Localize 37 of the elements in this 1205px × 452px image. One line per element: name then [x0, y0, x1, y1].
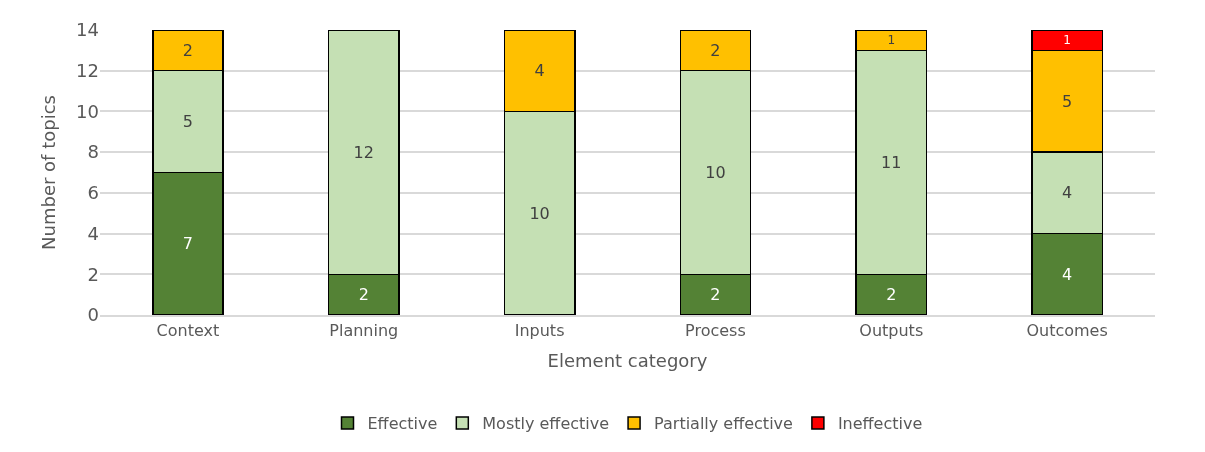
data-label: 2	[358, 285, 369, 305]
data-label: 10	[529, 203, 550, 223]
y-tick-label: 0	[87, 304, 99, 326]
data-label: 1	[1063, 33, 1071, 48]
data-label: 4	[1061, 264, 1073, 284]
y-tick-label: 4	[87, 222, 99, 244]
legend-label: Ineffective	[837, 414, 923, 434]
data-label: 1	[887, 33, 896, 48]
data-label: 2	[182, 40, 194, 60]
data-label: 4	[1061, 183, 1073, 203]
data-label: 5	[1061, 91, 1073, 111]
data-label: 2	[886, 285, 897, 305]
x-tick-label: Planning	[329, 321, 399, 341]
data-label: 5	[182, 112, 194, 132]
data-label: 11	[881, 152, 902, 172]
x-tick-label: Process	[685, 321, 746, 341]
data-label: 2	[710, 285, 721, 305]
y-tick-label: 6	[87, 182, 99, 204]
y-tick-label: 14	[76, 19, 99, 41]
x-tick-label: Context	[156, 321, 220, 341]
y-axis-title: Number of topics	[38, 95, 60, 250]
x-tick-label: Inputs	[514, 321, 565, 341]
x-tick-label: Outputs	[859, 321, 924, 341]
x-tick-label: Outcomes	[1026, 321, 1108, 341]
y-tick-label: 10	[76, 100, 99, 122]
data-label: 10	[705, 163, 726, 182]
y-tick-label: 2	[87, 263, 99, 285]
legend-label: Partially effective	[654, 414, 793, 434]
x-axis-title: Element category	[547, 349, 708, 371]
data-label: 12	[353, 142, 374, 162]
data-label: 4	[534, 61, 545, 81]
legend-label: Effective	[367, 414, 438, 434]
data-label: 2	[710, 40, 721, 60]
legend-label: Mostly effective	[482, 414, 610, 434]
y-tick-label: 8	[87, 141, 99, 163]
data-label: 7	[182, 234, 194, 254]
y-tick-label: 12	[76, 60, 99, 82]
